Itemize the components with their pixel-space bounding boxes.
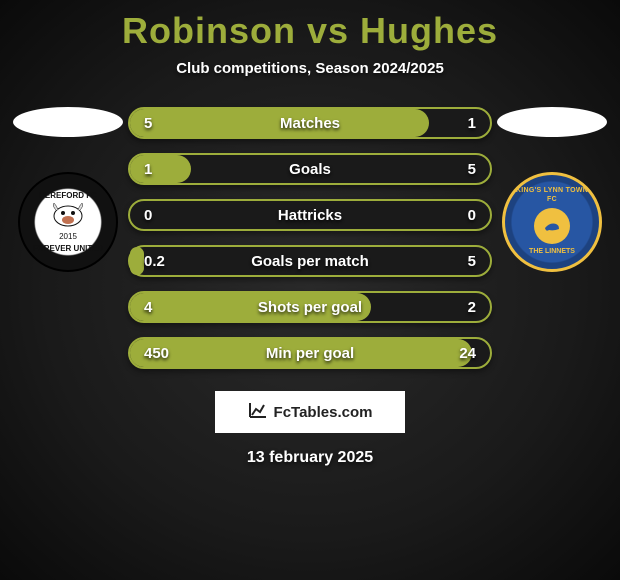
attribution-label: FcTables.com: [274, 404, 373, 421]
left-column: HEREFORD FC 2015 FOREVER UNITED: [8, 107, 128, 272]
club-crest-kingslynn: KING'S LYNN TOWN FC THE LINNETS: [502, 172, 602, 272]
bar-label: Goals per match: [251, 253, 369, 270]
bar-value-right: 5: [468, 161, 476, 178]
page-title: Robinson vs Hughes: [0, 0, 620, 52]
bar-value-right: 0: [468, 207, 476, 224]
bar-value-left: 5: [144, 115, 152, 132]
bar-label: Min per goal: [266, 345, 354, 362]
stat-bar: 0.2 Goals per match 5: [128, 245, 492, 277]
chart-icon: [248, 401, 268, 424]
bar-value-left: 450: [144, 345, 169, 362]
club-crest-hereford: HEREFORD FC 2015 FOREVER UNITED: [18, 172, 118, 272]
stat-bar: 4 Shots per goal 2: [128, 291, 492, 323]
bar-value-left: 4: [144, 299, 152, 316]
bar-fill-left: [130, 155, 191, 183]
bar-fill-left: [130, 247, 144, 275]
stat-bar: 0 Hattricks 0: [128, 199, 492, 231]
bar-value-right: 2: [468, 299, 476, 316]
bull-icon: [48, 200, 88, 230]
bar-value-left: 0.2: [144, 253, 165, 270]
crest-top-text: KING'S LYNN TOWN FC: [511, 187, 593, 204]
stat-bar: 450 Min per goal 24: [128, 337, 492, 369]
right-column: KING'S LYNN TOWN FC THE LINNETS: [492, 107, 612, 272]
bar-value-left: 1: [144, 161, 152, 178]
bar-label: Goals: [289, 161, 331, 178]
crest-bottom-text: THE LINNETS: [529, 248, 575, 256]
bar-value-right: 24: [459, 345, 476, 362]
bar-value-left: 0: [144, 207, 152, 224]
bird-icon: [542, 216, 562, 236]
date-label: 13 february 2025: [0, 449, 620, 467]
attribution-badge[interactable]: FcTables.com: [215, 391, 405, 433]
crest-center-badge: [534, 208, 570, 244]
bar-label: Matches: [280, 115, 340, 132]
crest-year: 2015: [59, 232, 77, 242]
crest-top-text: HEREFORD FC: [39, 191, 97, 201]
bar-value-right: 1: [468, 115, 476, 132]
bar-label: Hattricks: [278, 207, 342, 224]
bar-value-right: 5: [468, 253, 476, 270]
subtitle: Club competitions, Season 2024/2025: [0, 60, 620, 77]
player-ellipse-right: [497, 107, 607, 137]
bar-label: Shots per goal: [258, 299, 362, 316]
stat-bar: 1 Goals 5: [128, 153, 492, 185]
stats-bars: 5 Matches 1 1 Goals 5 0 Hattricks 0 0.2 Goals per …: [128, 107, 492, 369]
player-ellipse-left: [13, 107, 123, 137]
crest-bottom-text: FOREVER UNITED: [33, 244, 104, 254]
stat-bar: 5 Matches 1: [128, 107, 492, 139]
